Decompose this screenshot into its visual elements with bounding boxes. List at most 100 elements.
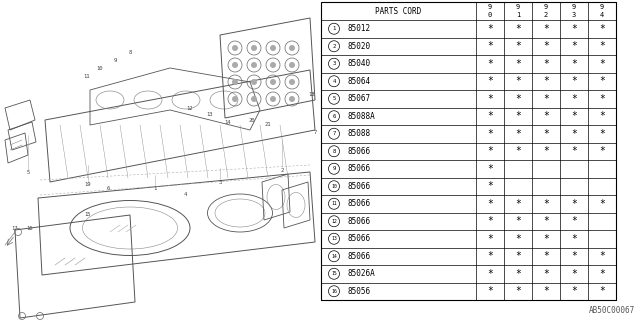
Text: 12: 12 [331,219,337,224]
Text: 12: 12 [187,106,193,110]
Text: *: * [571,129,577,139]
Circle shape [232,62,238,68]
Circle shape [289,79,295,85]
Circle shape [289,62,295,68]
Text: 10: 10 [331,184,337,189]
Text: *: * [515,129,521,139]
Text: 85026A: 85026A [347,269,375,278]
Bar [321,2,616,300]
Text: 1: 1 [332,26,335,31]
Text: *: * [599,24,605,34]
Text: *: * [487,146,493,156]
Text: 3: 3 [572,12,576,18]
Text: *: * [487,181,493,191]
Text: 85066: 85066 [347,164,370,173]
Text: *: * [543,234,549,244]
Text: *: * [515,146,521,156]
Circle shape [251,96,257,102]
Text: *: * [599,41,605,51]
Text: *: * [599,199,605,209]
Text: *: * [543,76,549,86]
Text: *: * [515,234,521,244]
Text: *: * [599,269,605,279]
Text: *: * [515,269,521,279]
Text: *: * [571,24,577,34]
Text: *: * [599,129,605,139]
Text: 4: 4 [332,79,335,84]
Text: 1: 1 [154,186,157,190]
Circle shape [251,45,257,51]
Text: *: * [543,251,549,261]
Text: *: * [543,24,549,34]
Text: 13: 13 [207,113,213,117]
Text: 14: 14 [331,254,337,259]
Text: 9: 9 [544,4,548,10]
Text: 4: 4 [184,193,187,197]
Text: *: * [515,94,521,104]
Text: 85066: 85066 [347,217,370,226]
Text: *: * [571,216,577,226]
Text: 85067: 85067 [347,94,370,103]
Circle shape [251,79,257,85]
Circle shape [232,45,238,51]
Text: 16: 16 [27,226,33,230]
Text: *: * [543,269,549,279]
Circle shape [232,79,238,85]
Text: *: * [515,24,521,34]
Text: 0: 0 [488,12,492,18]
Text: *: * [515,199,521,209]
Text: *: * [487,129,493,139]
Text: 9: 9 [488,4,492,10]
Text: 9: 9 [516,4,520,10]
Text: *: * [571,59,577,69]
Text: 7: 7 [332,131,335,136]
Text: 9: 9 [332,166,335,171]
Text: 16: 16 [331,289,337,294]
Text: 5: 5 [332,96,335,101]
Text: *: * [599,111,605,121]
Text: 6: 6 [106,186,109,190]
Text: 15: 15 [84,212,92,218]
Text: *: * [599,146,605,156]
Text: 85066: 85066 [347,199,370,208]
Circle shape [289,45,295,51]
Text: *: * [543,199,549,209]
Text: *: * [543,129,549,139]
Text: 9: 9 [113,58,116,62]
Text: *: * [515,216,521,226]
Text: *: * [543,111,549,121]
Circle shape [270,45,276,51]
Text: *: * [487,94,493,104]
Text: *: * [487,24,493,34]
Text: 8: 8 [129,51,132,55]
Text: 2: 2 [332,44,335,49]
Text: 4: 4 [600,12,604,18]
Text: 21: 21 [265,123,271,127]
Text: *: * [487,286,493,296]
Text: 85066: 85066 [347,252,370,261]
Text: *: * [543,286,549,296]
Text: 5: 5 [26,171,29,175]
Text: 85064: 85064 [347,77,370,86]
Text: 85066: 85066 [347,234,370,243]
Text: *: * [599,59,605,69]
Text: *: * [543,216,549,226]
Circle shape [251,62,257,68]
Text: 9: 9 [600,4,604,10]
Text: *: * [487,164,493,174]
Text: *: * [571,76,577,86]
Text: *: * [515,59,521,69]
Text: 1: 1 [516,12,520,18]
Text: 15: 15 [331,271,337,276]
Circle shape [289,96,295,102]
Text: *: * [515,76,521,86]
Circle shape [270,62,276,68]
Text: PARTS CORD: PARTS CORD [376,6,422,15]
Text: *: * [487,216,493,226]
Text: *: * [571,41,577,51]
Text: 2: 2 [544,12,548,18]
Text: 85088A: 85088A [347,112,375,121]
Text: 85040: 85040 [347,59,370,68]
Text: *: * [515,41,521,51]
Text: 3: 3 [332,61,335,66]
